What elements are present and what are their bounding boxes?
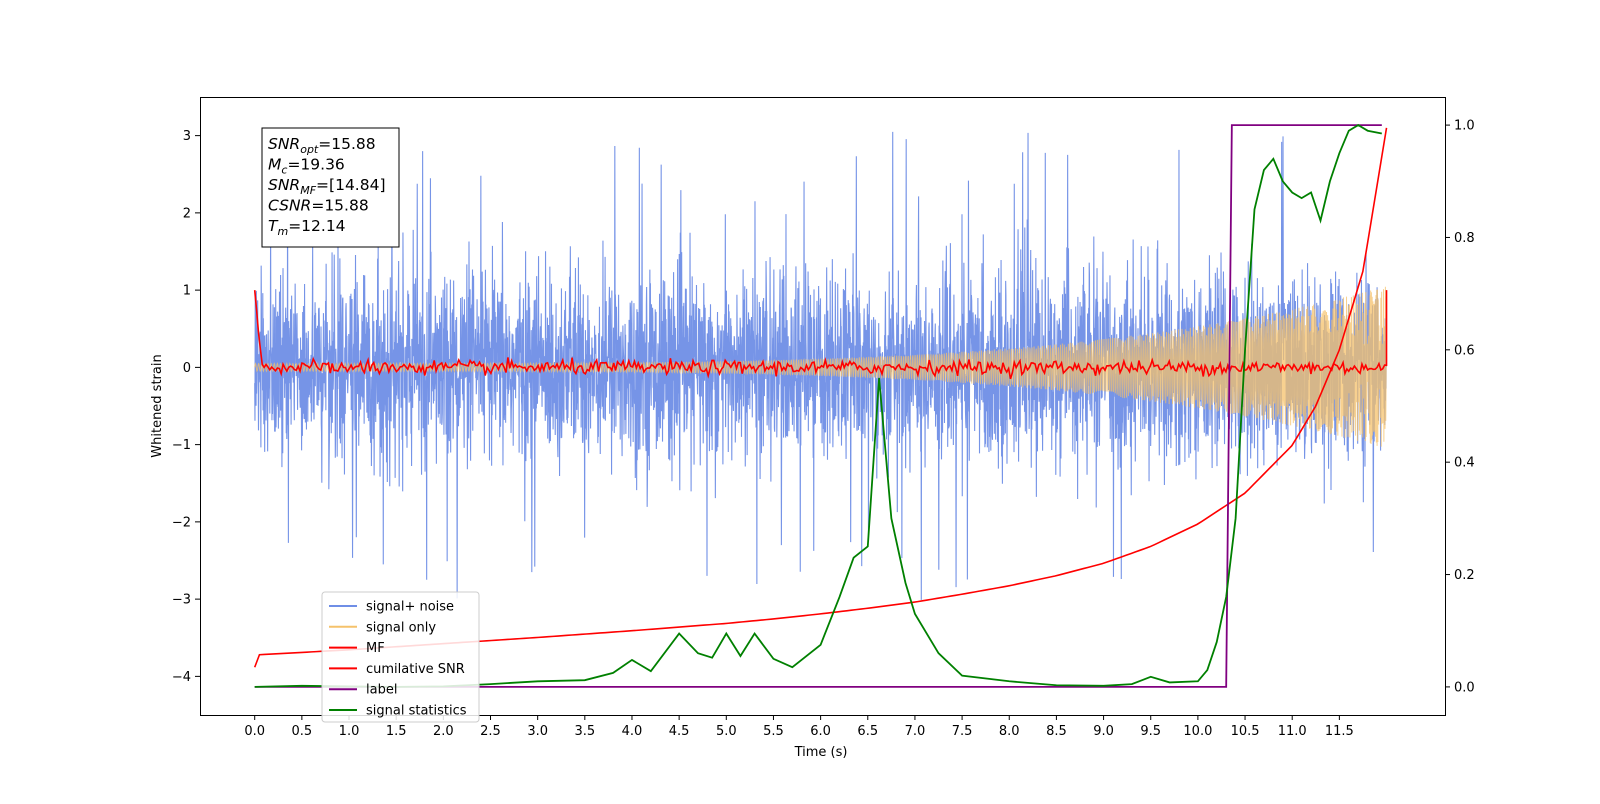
info-subscript: MF	[300, 184, 316, 197]
info-subscript: m	[277, 225, 288, 238]
info-box-frame	[261, 127, 400, 248]
y-tick-label-right: 0.6	[1454, 343, 1475, 358]
y-tick-label-left: 0	[183, 361, 191, 376]
x-axis: 0.0 0.5 1.0 1.5 2.0 2.5 3.0 3.5 4.0 4.5 5.0 5.5 6.0 6…	[244, 715, 1354, 739]
y-tick-label-right: 0.8	[1454, 231, 1475, 246]
legend-label: signal+ noise	[366, 600, 454, 615]
plot-frame	[200, 97, 1446, 716]
info-line: CSNR=15.88	[268, 197, 369, 215]
y-axis-left: −4 −3 −2 −1 0 1 2 3	[172, 129, 200, 685]
legend-label: signal statistics	[366, 704, 467, 719]
info-value: =15.88	[318, 135, 375, 153]
y-axis-right: 0.0 0.2 0.4 0.6 0.8 1.0	[1445, 119, 1475, 695]
x-tick-label: 9.0	[1093, 724, 1114, 739]
x-tick-label: 9.5	[1140, 724, 1161, 739]
info-value: =19.36	[287, 156, 344, 174]
y-tick-label-left: −2	[172, 515, 191, 530]
y-tick-label-right: 0.0	[1454, 680, 1475, 695]
y-tick-label-right: 0.2	[1454, 568, 1475, 583]
x-tick-label: 11.5	[1325, 724, 1354, 739]
x-tick-label: 3.0	[527, 724, 548, 739]
x-tick-label: 5.5	[763, 724, 784, 739]
legend-label: signal only	[366, 620, 436, 635]
legend: signal+ noise signal only MF cumilative SNR…	[321, 591, 480, 723]
x-tick-label: 0.0	[244, 724, 265, 739]
y-axis-label: Whitened strain	[150, 354, 165, 457]
info-value: =12.14	[288, 217, 345, 235]
x-tick-label: 8.0	[999, 724, 1020, 739]
legend-frame	[321, 591, 480, 723]
info-line: SNRopt=15.88	[268, 135, 376, 156]
info-subscript: c	[281, 164, 287, 177]
info-value: =15.88	[311, 197, 368, 215]
x-tick-label: 7.0	[905, 724, 926, 739]
series-signal-statistics	[254, 124, 1382, 688]
x-tick-label: 6.5	[857, 724, 878, 739]
x-tick-label: 10.0	[1183, 724, 1212, 739]
x-tick-label: 4.0	[622, 724, 643, 739]
info-line: SNRMF=[14.84]	[268, 176, 386, 197]
info-symbol: SNR	[268, 176, 300, 194]
series-mf	[253, 290, 1388, 380]
info-line: Mc=19.36	[268, 156, 345, 177]
x-tick-label: 1.5	[386, 724, 407, 739]
x-tick-label: 3.5	[574, 724, 595, 739]
info-symbol: SNR	[268, 135, 300, 153]
info-subscript: opt	[300, 143, 319, 156]
info-line: Tm=12.14	[268, 217, 346, 238]
y-tick-label-left: 1	[183, 284, 191, 299]
info-symbol: T	[268, 217, 279, 235]
info-symbol: CSNR	[268, 197, 311, 215]
x-tick-label: 0.5	[292, 724, 313, 739]
x-axis-label: Time (s)	[794, 745, 848, 760]
y-tick-label-left: 2	[183, 206, 191, 221]
info-symbol: M	[268, 156, 281, 174]
y-tick-label-left: 3	[183, 129, 191, 144]
x-tick-label: 10.5	[1231, 724, 1260, 739]
y-tick-label-left: −3	[172, 593, 191, 608]
x-tick-label: 11.0	[1278, 724, 1307, 739]
legend-label: label	[366, 683, 397, 698]
info-value: =[14.84]	[316, 176, 385, 194]
x-tick-label: 1.0	[339, 724, 360, 739]
legend-label: MF	[366, 641, 385, 656]
legend-label: cumilative SNR	[366, 662, 465, 677]
x-tick-label: 6.0	[810, 724, 831, 739]
y-tick-label-left: −4	[172, 670, 191, 685]
x-tick-label: 8.5	[1046, 724, 1067, 739]
y-tick-label-right: 0.4	[1454, 456, 1475, 471]
x-tick-label: 2.5	[480, 724, 501, 739]
x-tick-label: 4.5	[669, 724, 690, 739]
y-tick-label-left: −1	[172, 438, 191, 453]
x-tick-label: 7.5	[952, 724, 973, 739]
x-tick-label: 5.0	[716, 724, 737, 739]
y-tick-label-right: 1.0	[1454, 119, 1475, 134]
x-tick-label: 2.0	[433, 724, 454, 739]
info-box: SNRopt=15.88Mc=19.36SNRMF=[14.84]CSNR=15…	[261, 127, 400, 248]
series-label	[254, 124, 1382, 688]
